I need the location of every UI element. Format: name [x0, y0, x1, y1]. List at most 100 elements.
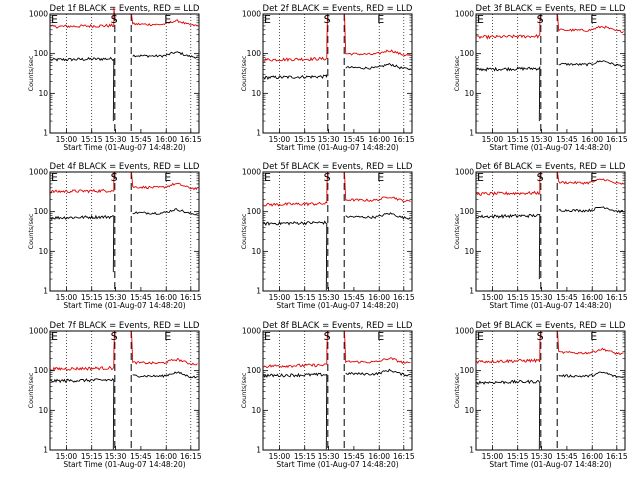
- y-tick-label: 1000: [29, 168, 48, 177]
- x-tick-label: 15:00: [56, 452, 78, 461]
- plot-frame: [262, 171, 413, 292]
- marker-label-s: S: [324, 13, 331, 26]
- x-tick-label: 16:00: [155, 293, 177, 302]
- plot-frame: [49, 13, 200, 134]
- lld-series-line: [263, 331, 411, 369]
- y-tick-label: 1: [469, 129, 474, 138]
- x-tick-label: 15:15: [507, 293, 529, 302]
- x-axis-label: Start Time (01-Aug-07 14:48:20): [63, 143, 185, 152]
- x-tick-label: 15:45: [556, 293, 578, 302]
- x-tick-label: 15:45: [556, 135, 578, 144]
- y-tick-label: 1000: [455, 327, 474, 336]
- y-tick-label: 100: [460, 207, 475, 216]
- x-tick-label: 15:30: [105, 452, 127, 461]
- x-tick-label: 15:30: [318, 135, 340, 144]
- x-tick-label: 15:45: [130, 452, 152, 461]
- y-tick-label: 1: [469, 446, 474, 455]
- events-series-line: [263, 368, 411, 450]
- y-axis-label: Counts/sec: [240, 372, 248, 408]
- marker-label-s: S: [324, 330, 331, 343]
- y-tick-label: 1000: [242, 168, 261, 177]
- y-axis-label: Counts/sec: [240, 213, 248, 249]
- plot-frame: [49, 330, 200, 451]
- y-tick-label: 1: [43, 129, 48, 138]
- x-tick-label: 15:15: [294, 452, 316, 461]
- x-axis-label: Start Time (01-Aug-07 14:48:20): [276, 143, 398, 152]
- y-tick-label: 1000: [455, 10, 474, 19]
- x-axis-label: Start Time (01-Aug-07 14:48:20): [489, 460, 611, 469]
- x-tick-label: 15:30: [318, 293, 340, 302]
- x-tick-label: 15:00: [482, 135, 504, 144]
- y-tick-label: 1000: [29, 327, 48, 336]
- y-axis-label: Counts/sec: [240, 55, 248, 91]
- panel-title: Det 2f BLACK = Events, RED = LLD: [263, 4, 413, 14]
- marker-label-s: S: [537, 171, 544, 184]
- detector-panel-4: Det 4f BLACK = Events, RED = LLD 1 10 100 10…: [27, 162, 202, 310]
- detector-panel-6: Det 6f BLACK = Events, RED = LLD 1 10 100 10…: [453, 162, 628, 310]
- events-series-line: [263, 212, 411, 291]
- x-tick-label: 15:30: [531, 135, 553, 144]
- y-tick-label: 10: [464, 89, 474, 98]
- marker-label-s: S: [537, 13, 544, 26]
- y-tick-label: 1000: [242, 327, 261, 336]
- y-tick-label: 1: [256, 129, 261, 138]
- marker-label-e: E: [51, 171, 58, 184]
- events-series-line: [476, 60, 624, 122]
- marker-label-e: E: [477, 330, 484, 343]
- x-tick-label: 15:15: [81, 293, 103, 302]
- x-tick-label: 15:15: [507, 452, 529, 461]
- x-tick-label: 15:30: [105, 293, 127, 302]
- lld-series-line: [50, 331, 198, 372]
- x-tick-label: 15:15: [81, 452, 103, 461]
- plot-frame: [475, 13, 626, 134]
- x-tick-label: 15:45: [343, 293, 365, 302]
- x-tick-label: 16:15: [606, 293, 628, 302]
- x-tick-label: 15:15: [507, 135, 529, 144]
- x-tick-label: 16:15: [393, 135, 415, 144]
- y-tick-label: 1: [43, 446, 48, 455]
- x-tick-label: 15:45: [130, 293, 152, 302]
- y-tick-label: 1: [256, 287, 261, 296]
- y-tick-label: 10: [464, 247, 474, 256]
- y-tick-label: 1: [256, 446, 261, 455]
- marker-label-s: S: [111, 13, 118, 26]
- x-tick-label: 16:00: [155, 452, 177, 461]
- x-tick-label: 15:30: [531, 293, 553, 302]
- x-tick-label: 15:00: [56, 293, 78, 302]
- y-tick-label: 10: [251, 89, 261, 98]
- x-tick-label: 15:00: [269, 452, 291, 461]
- marker-label-e: E: [164, 13, 171, 26]
- x-tick-label: 15:00: [482, 293, 504, 302]
- marker-label-e: E: [590, 171, 597, 184]
- y-tick-label: 10: [38, 247, 48, 256]
- detector-panel-1: Det 1f BLACK = Events, RED = LLD 1 10 100 10…: [27, 4, 202, 152]
- marker-label-s: S: [111, 171, 118, 184]
- x-axis-label: Start Time (01-Aug-07 14:48:20): [63, 460, 185, 469]
- lld-series-line: [263, 14, 411, 62]
- lld-series-line: [263, 172, 411, 207]
- lld-series-line: [476, 14, 624, 40]
- y-tick-label: 10: [38, 406, 48, 415]
- x-tick-label: 15:45: [343, 135, 365, 144]
- y-axis-label: Counts/sec: [453, 55, 461, 91]
- detector-panel-5: Det 5f BLACK = Events, RED = LLD 1 10 100 10…: [240, 162, 415, 310]
- marker-label-e: E: [477, 171, 484, 184]
- x-tick-label: 15:30: [318, 452, 340, 461]
- plot-frame: [475, 171, 626, 292]
- y-tick-label: 100: [34, 366, 49, 375]
- y-tick-label: 100: [247, 49, 262, 58]
- x-tick-label: 15:00: [269, 293, 291, 302]
- y-axis-label: Counts/sec: [27, 55, 35, 91]
- y-tick-label: 100: [460, 49, 475, 58]
- x-tick-label: 16:00: [581, 135, 603, 144]
- marker-label-e: E: [590, 13, 597, 26]
- x-tick-label: 16:00: [368, 293, 390, 302]
- panel-title: Det 6f BLACK = Events, RED = LLD: [476, 162, 626, 172]
- marker-label-e: E: [477, 13, 484, 26]
- panel-title: Det 9f BLACK = Events, RED = LLD: [476, 321, 626, 331]
- x-tick-label: 15:15: [294, 293, 316, 302]
- x-tick-label: 16:15: [180, 135, 202, 144]
- marker-label-s: S: [324, 171, 331, 184]
- x-tick-label: 15:00: [56, 135, 78, 144]
